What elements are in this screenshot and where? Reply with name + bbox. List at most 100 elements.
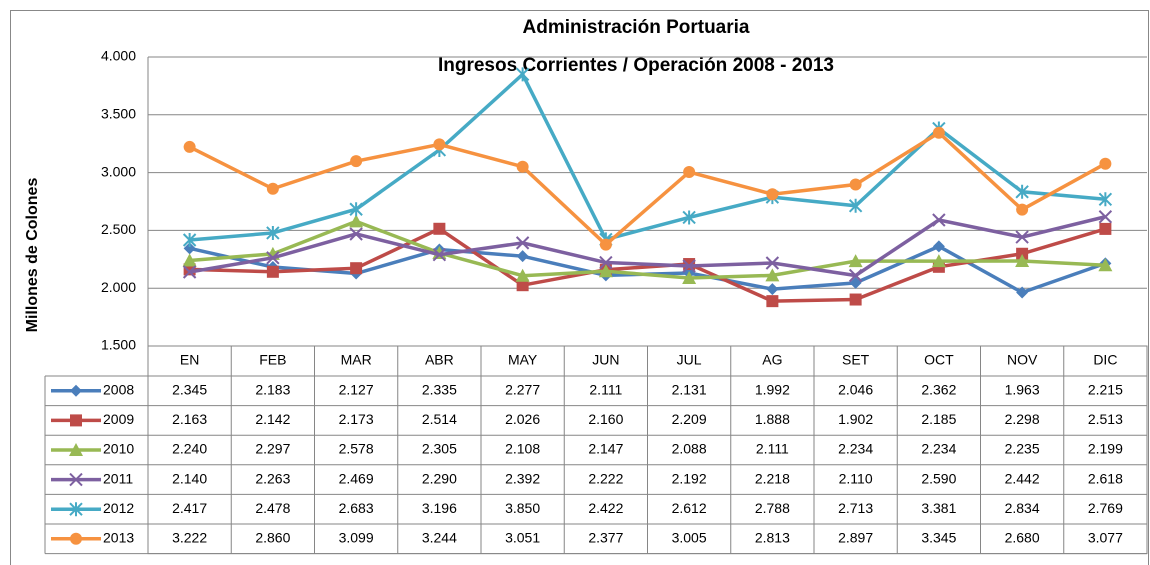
table-cell: 2.335 <box>422 382 457 398</box>
marker <box>70 532 82 545</box>
chart-title: Administración Portuaria <box>523 17 750 38</box>
table-cell: 1.992 <box>755 382 790 398</box>
chart-frame <box>10 10 1149 565</box>
marker <box>932 213 946 227</box>
table-cell: 2.111 <box>589 382 622 398</box>
legend-label: 2009 <box>103 411 134 427</box>
series-line <box>189 219 1106 280</box>
x-tick-label: JUN <box>592 352 619 368</box>
marker <box>182 232 197 247</box>
marker <box>1015 184 1029 199</box>
x-tick-label: ABR <box>425 352 454 368</box>
table-cell: 2.422 <box>588 500 623 516</box>
marker <box>516 250 529 263</box>
marker <box>183 242 196 255</box>
table-cell: 2.234 <box>921 441 956 457</box>
marker <box>433 222 446 235</box>
table-cell: 1.963 <box>1005 382 1040 398</box>
table-cell: 2.209 <box>672 411 707 427</box>
table-cell: 2.163 <box>172 411 207 427</box>
table-cell: 2.234 <box>838 441 873 457</box>
marker <box>683 166 696 179</box>
marker <box>682 259 696 273</box>
marker <box>599 238 612 251</box>
table-cell: 2.131 <box>672 382 707 398</box>
marker <box>515 236 530 250</box>
table-cell: 2.218 <box>755 470 790 486</box>
marker <box>932 126 945 139</box>
table-cell: 2.142 <box>255 411 290 427</box>
x-tick-label: EN <box>180 352 199 368</box>
legend-label: 2013 <box>103 530 134 546</box>
marker <box>1015 254 1030 268</box>
table-cell: 2.392 <box>505 470 540 486</box>
table-cell: 2.173 <box>339 411 374 427</box>
marker <box>1098 258 1113 272</box>
x-tick-label: DIC <box>1093 352 1117 368</box>
table-cell: 2.235 <box>1005 441 1040 457</box>
x-tick-label: FEB <box>259 352 286 368</box>
table-cell: 2.618 <box>1088 470 1123 486</box>
marker <box>182 253 197 267</box>
marker <box>848 254 863 268</box>
table-cell: 2.199 <box>1088 441 1123 457</box>
x-tick-label: SET <box>842 352 870 368</box>
marker <box>598 264 613 278</box>
table-cell: 2.297 <box>255 441 290 457</box>
marker <box>848 198 863 213</box>
table-cell: 2.127 <box>339 382 374 398</box>
marker <box>849 178 862 191</box>
table-cell: 3.077 <box>1088 530 1123 546</box>
x-tick-label: MAY <box>508 352 538 368</box>
x-tick-label: AG <box>762 352 782 368</box>
table-cell: 2.514 <box>422 411 457 427</box>
marker <box>350 155 363 168</box>
marker <box>349 202 363 217</box>
marker <box>69 502 83 517</box>
table-cell: 2.442 <box>1005 470 1040 486</box>
table-cell: 2.478 <box>255 500 290 516</box>
table-cell: 3.381 <box>921 500 956 516</box>
y-tick-label: 3.500 <box>101 106 136 122</box>
marker <box>849 293 862 306</box>
marker <box>683 258 696 271</box>
table-cell: 2.897 <box>838 530 873 546</box>
marker <box>516 279 529 292</box>
table-cell: 3.005 <box>672 530 707 546</box>
table-cell: 2.026 <box>505 411 540 427</box>
marker <box>766 295 779 308</box>
chart-subtitle: Ingresos Corrientes / Operación 2008 - 2… <box>438 55 834 76</box>
marker <box>599 255 613 270</box>
marker <box>70 414 82 427</box>
marker <box>182 265 197 279</box>
marker <box>266 251 280 265</box>
table-cell: 2.578 <box>339 441 374 457</box>
marker <box>433 138 446 151</box>
table-cell: 2.377 <box>588 530 623 546</box>
marker <box>682 271 697 285</box>
legend-label: 2010 <box>103 441 134 457</box>
y-tick-label: 4.000 <box>101 48 136 64</box>
table-cell: 2.469 <box>339 470 374 486</box>
marker <box>1098 192 1113 207</box>
y-tick-label: 3.000 <box>101 163 136 179</box>
marker <box>1016 286 1029 299</box>
table-cell: 2.046 <box>838 382 873 398</box>
y-tick-label: 1.500 <box>101 337 136 353</box>
marker <box>848 268 863 283</box>
marker <box>1099 222 1112 235</box>
marker <box>349 214 364 228</box>
table-cell: 2.417 <box>172 500 207 516</box>
marker <box>1016 247 1029 260</box>
table-cell: 2.111 <box>756 441 789 457</box>
marker <box>1015 230 1029 244</box>
table-cell: 2.160 <box>588 411 623 427</box>
table-cell: 1.888 <box>755 411 790 427</box>
table-cell: 2.713 <box>838 500 873 516</box>
table-cell: 2.788 <box>755 500 790 516</box>
marker <box>515 268 530 282</box>
table-cell: 2.345 <box>172 382 207 398</box>
series-line <box>188 130 1107 247</box>
marker <box>682 210 696 225</box>
marker <box>1016 203 1029 216</box>
